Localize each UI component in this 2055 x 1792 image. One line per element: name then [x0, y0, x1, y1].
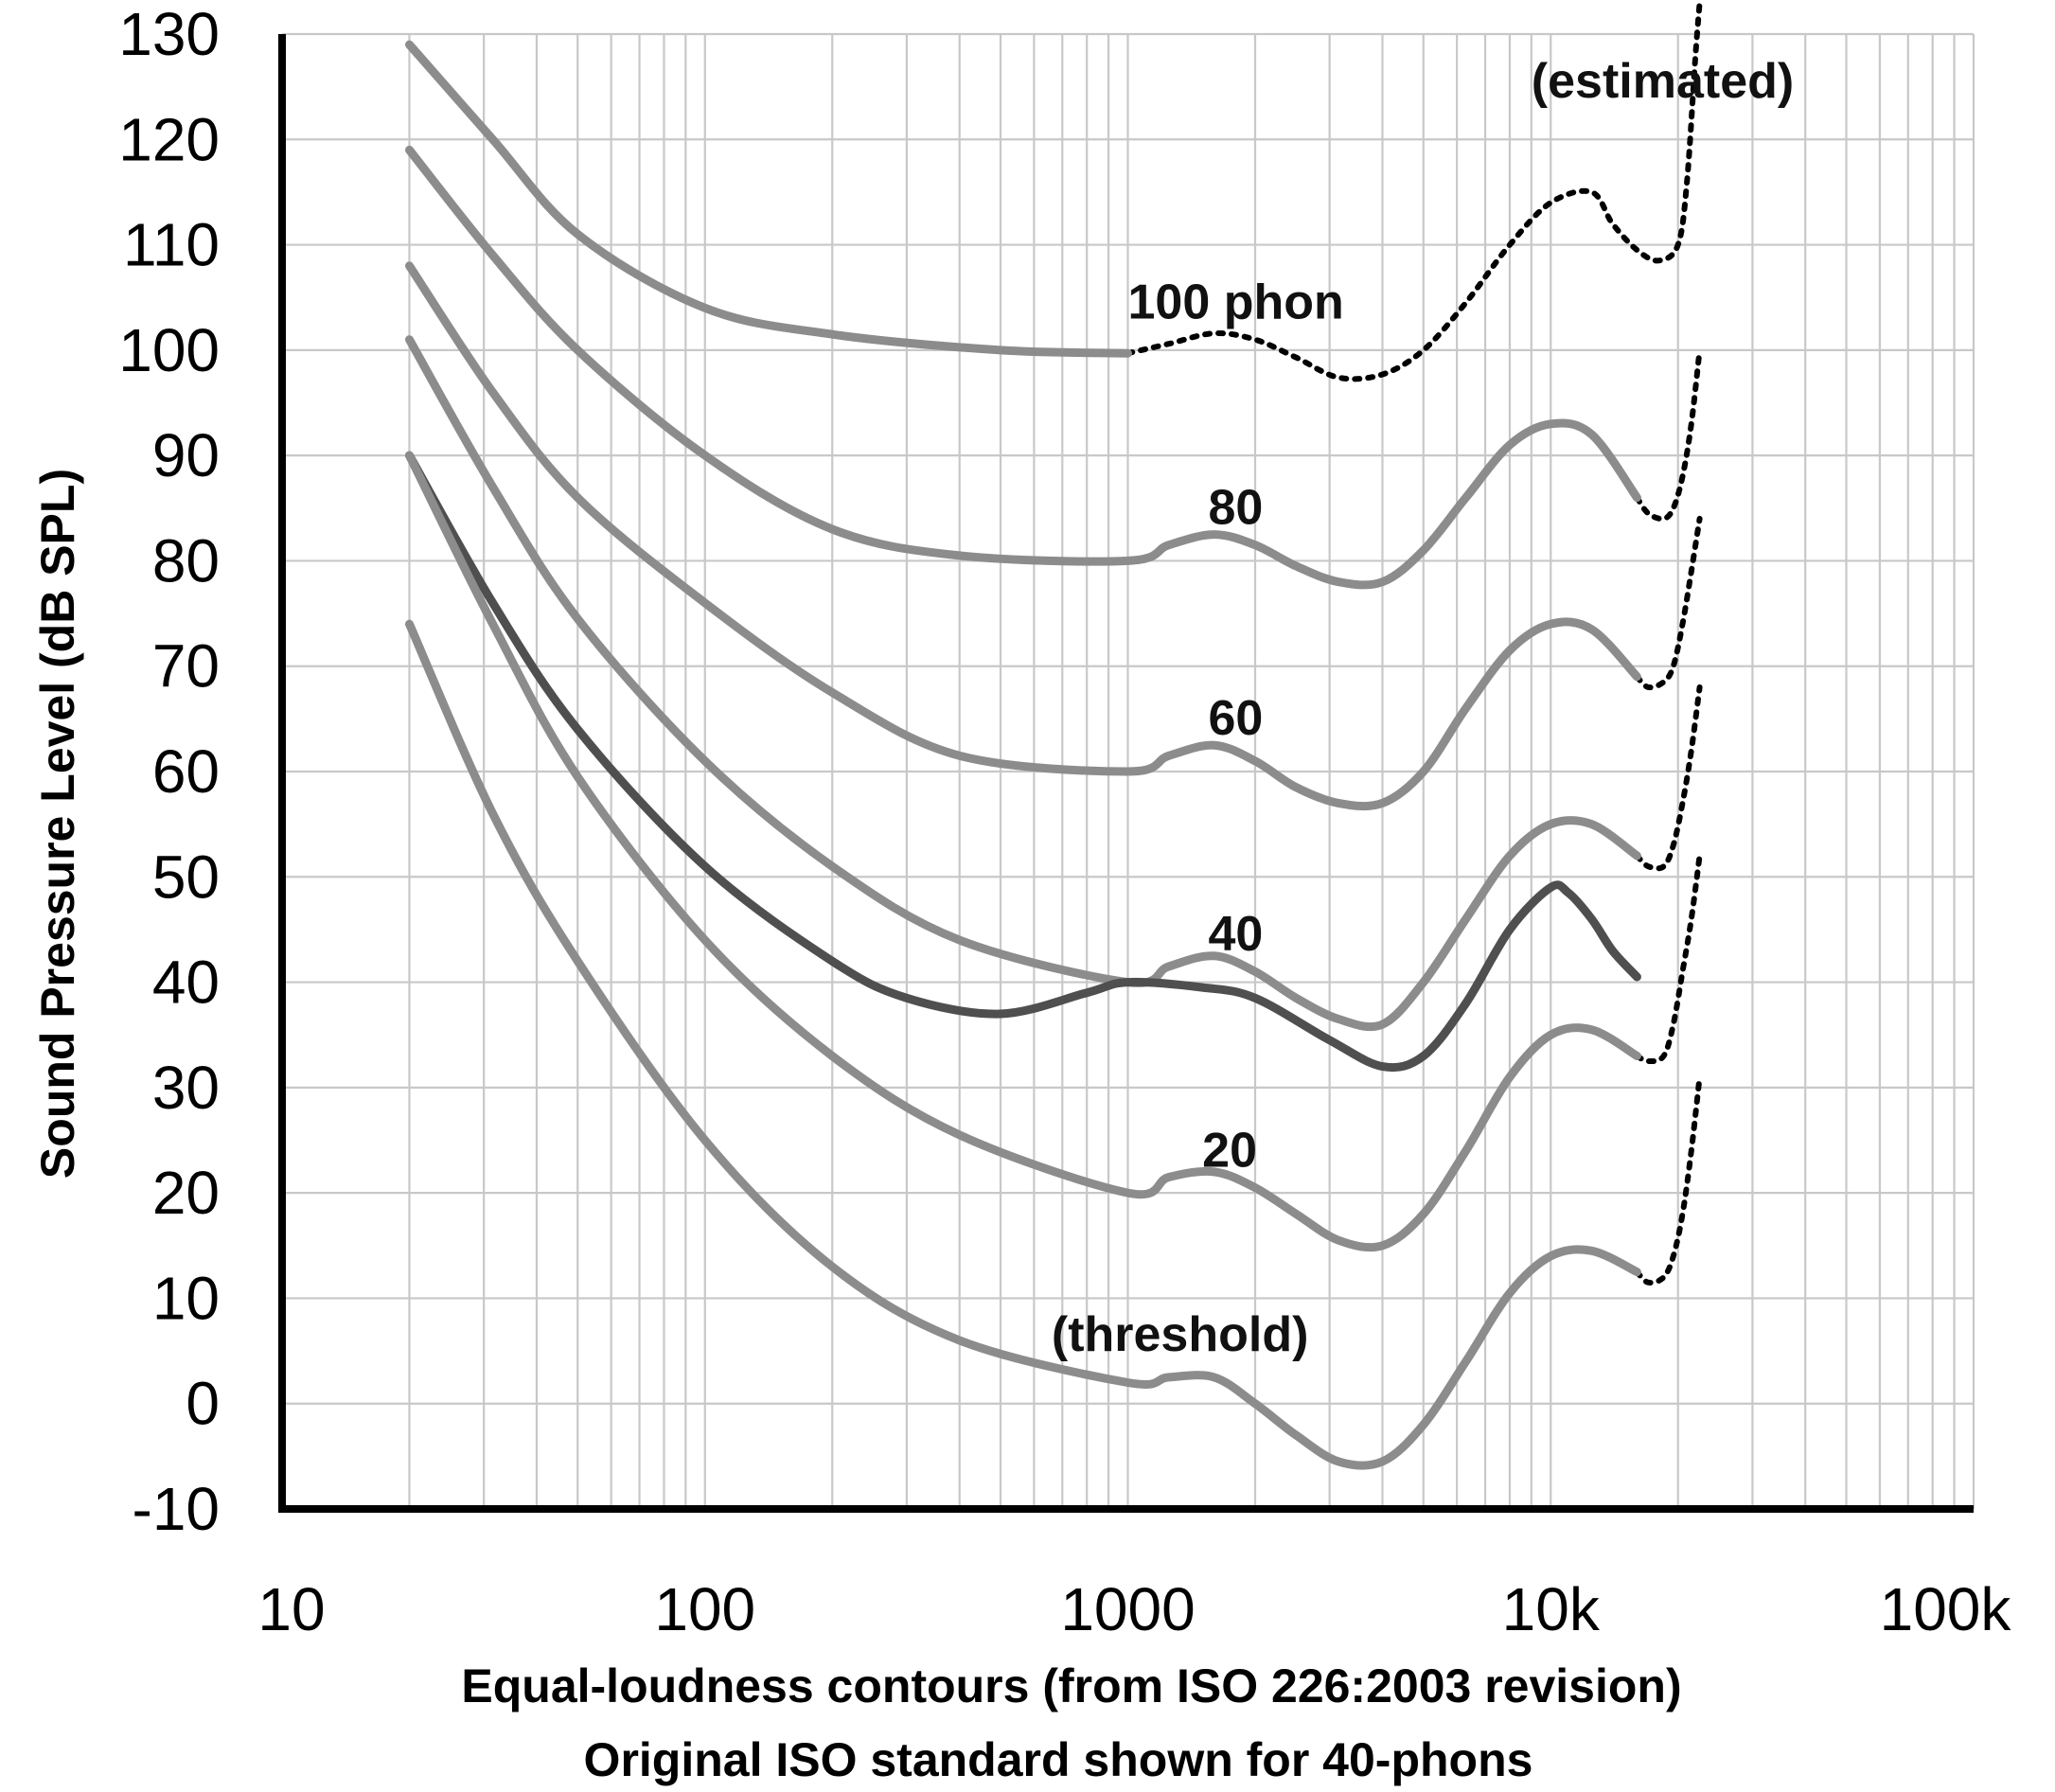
- y-tick-label: 100: [118, 316, 220, 384]
- x-tick-label: 10: [257, 1575, 325, 1643]
- curve-100-phon: [405, 40, 1132, 358]
- y-tick-label: 80: [152, 526, 220, 594]
- curve-80-phon: [405, 145, 1641, 590]
- curve-40-phon-original-iso: [405, 451, 1641, 1073]
- y-tick-label: 0: [186, 1370, 220, 1438]
- curve-20-phon-estimated: [1634, 853, 1703, 1065]
- curve-40-phon-estimated: [1634, 684, 1703, 872]
- curve-20-phon: [405, 451, 1641, 1252]
- y-tick-label: 120: [118, 105, 220, 173]
- x-tick-label: 100: [654, 1575, 755, 1643]
- curve-annotation: 60: [1209, 691, 1264, 746]
- y-tick-label: 70: [152, 632, 220, 701]
- curve-annotation: 40: [1209, 907, 1264, 962]
- curve-annotation: (threshold): [1052, 1307, 1309, 1362]
- x-axis-label-line-2: Original ISO standard shown for 40-phons: [584, 1733, 1533, 1786]
- curve-annotation: 100 phon: [1128, 275, 1344, 329]
- curve-annotation: 80: [1209, 480, 1264, 535]
- y-tick-label: -10: [133, 1475, 221, 1543]
- curve-60-phon-estimated: [1634, 515, 1703, 691]
- x-tick-label: 1000: [1060, 1575, 1195, 1643]
- y-tick-label: 60: [152, 737, 220, 806]
- y-tick-label: 130: [118, 0, 220, 68]
- x-tick-label: 100k: [1880, 1575, 2012, 1643]
- annotations: (estimated) 100 phon 80 60 40 20 (threshold): [1052, 54, 1794, 1362]
- x-tick-label: 10k: [1502, 1575, 1601, 1643]
- curve-threshold-estimated: [1634, 1073, 1703, 1286]
- y-tick-label: 40: [152, 949, 220, 1017]
- axes: [278, 34, 1974, 1513]
- y-tick-label: 30: [152, 1054, 220, 1122]
- curve-annotation: 20: [1202, 1123, 1257, 1178]
- curve-annotation: (estimated): [1532, 54, 1794, 109]
- y-tick-label: 10: [152, 1264, 220, 1332]
- y-tick-label: 90: [152, 421, 220, 489]
- y-axis-label: Sound Pressure Level (dB SPL): [31, 469, 84, 1179]
- curve-40-phon: [405, 335, 1641, 1032]
- curve-100-phon-estimated: [1125, 0, 1703, 382]
- curve-60-phon: [405, 261, 1641, 811]
- curve-threshold: [405, 619, 1641, 1470]
- y-tick-label: 50: [152, 843, 220, 911]
- y-tick-label: 110: [123, 211, 220, 279]
- y-tick-label: 20: [152, 1159, 220, 1227]
- curve-80-phon-estimated: [1634, 346, 1703, 523]
- curves: [405, 0, 1703, 1470]
- x-axis-label-line-1: Equal-loudness contours (from ISO 226:20…: [461, 1659, 1681, 1712]
